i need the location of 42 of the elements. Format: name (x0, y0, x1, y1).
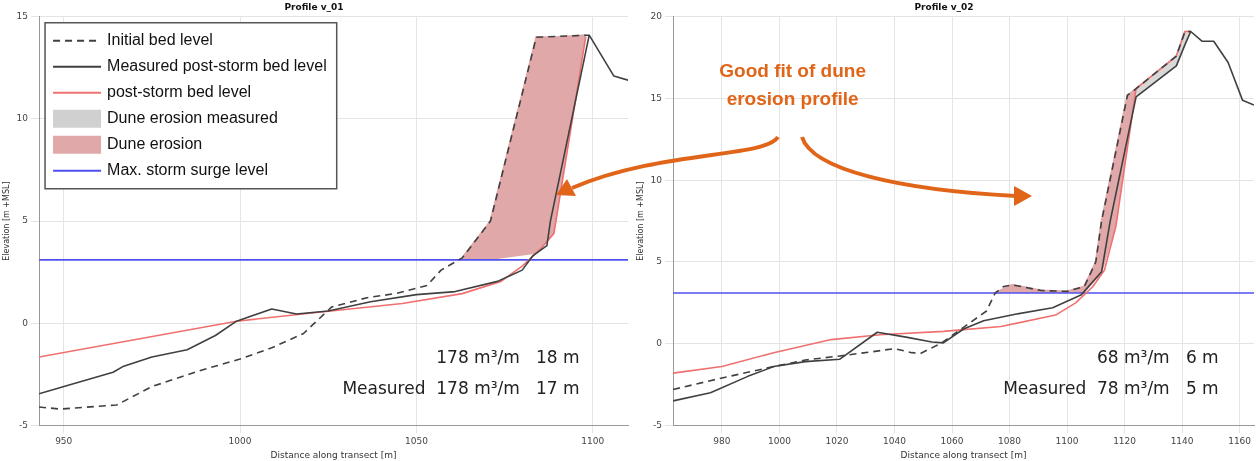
chart-title: Profile v_01 (284, 1, 344, 12)
y-tick-label: 0 (656, 338, 663, 349)
y-tick-label: 15 (16, 11, 29, 22)
annotation: 68 m³/m 6 m (1096, 346, 1219, 367)
x-tick-label: 1100 (1055, 436, 1079, 447)
annotation: Good fit of dune erosion profile (719, 59, 866, 109)
y-tick-label: -5 (653, 419, 663, 430)
y-tick-label: 20 (650, 11, 663, 22)
y-tick-label: 10 (650, 174, 663, 185)
x-tick-label: 1080 (998, 436, 1022, 447)
x-tick-label: 1120 (1113, 436, 1137, 447)
y-tick-label: 10 (16, 113, 29, 124)
legend-label: post-storm bed level (107, 83, 252, 101)
annotation: 178 m³/m 18 m (436, 346, 580, 367)
x-tick-label: 1100 (581, 436, 605, 447)
y-tick-label: 5 (22, 215, 29, 226)
y-tick-label: 0 (22, 317, 29, 328)
x-tick-label: 1050 (404, 436, 429, 447)
annotation: Measured 178 m³/m 17 m (342, 377, 580, 398)
y-tick-label: -5 (19, 419, 29, 430)
x-tick-label: 1000 (228, 436, 252, 447)
x-tick-label: 1040 (883, 436, 907, 447)
x-axis-title: Distance along transect [m] (270, 449, 397, 460)
annotation: Measured 78 m³/m 5 m (1003, 377, 1219, 398)
x-tick-label: 950 (55, 436, 73, 447)
legend-label: Initial bed level (107, 31, 213, 49)
legend-label: Max. storm surge level (107, 161, 268, 179)
y-tick-label: 5 (656, 256, 663, 267)
x-tick-label: 1020 (825, 436, 849, 447)
x-tick-label: 1160 (1228, 436, 1252, 447)
x-tick-label: 1060 (940, 436, 964, 447)
legend-label: Measured post-storm bed level (107, 57, 327, 75)
x-axis-title: Distance along transect [m] (900, 449, 1027, 460)
x-tick-label: 1140 (1170, 436, 1194, 447)
x-tick-label: 1000 (768, 436, 792, 447)
x-tick-label: 980 (713, 436, 731, 447)
legend-label: Dune erosion measured (107, 109, 278, 127)
chart-title: Profile v_02 (914, 1, 974, 12)
y-tick-label: 15 (650, 92, 663, 103)
y-axis-title: Elevation [m +MSL] (635, 181, 645, 261)
legend-label: Dune erosion (107, 135, 203, 153)
y-axis-title: Elevation [m +MSL] (1, 181, 11, 261)
